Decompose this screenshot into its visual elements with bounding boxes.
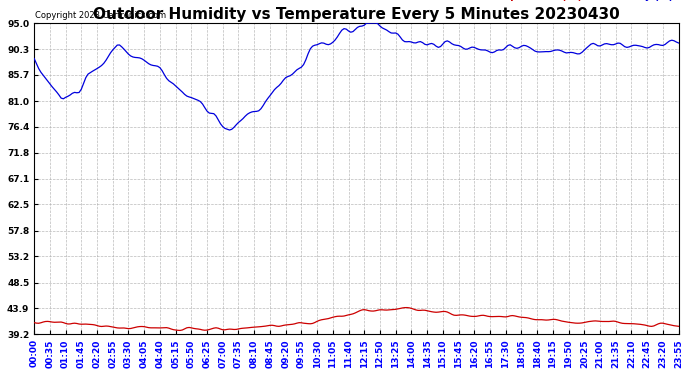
Text: Copyright 2023 Cartronics.com: Copyright 2023 Cartronics.com (34, 10, 166, 20)
Title: Outdoor Humidity vs Temperature Every 5 Minutes 20230430: Outdoor Humidity vs Temperature Every 5 … (93, 7, 620, 22)
Legend: Temperature (°F), Humidity (%): Temperature (°F), Humidity (%) (473, 0, 673, 1)
